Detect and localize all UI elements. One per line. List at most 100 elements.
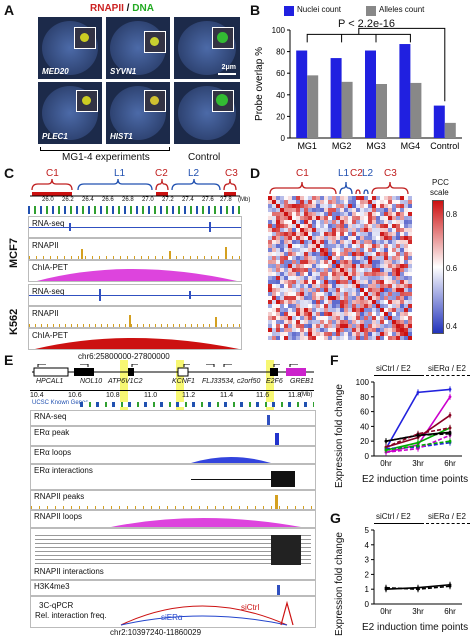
heatmap-cell bbox=[344, 300, 348, 304]
heatmap-cell bbox=[368, 304, 372, 308]
heatmap-cell bbox=[328, 284, 332, 288]
heatmap-cell bbox=[392, 220, 396, 224]
axis-tick-e-7: 11.8 bbox=[288, 392, 302, 399]
heatmap-cell bbox=[372, 260, 376, 264]
heatmap-cell bbox=[360, 208, 364, 212]
heatmap-cell bbox=[288, 324, 292, 328]
heatmap-cell bbox=[388, 336, 392, 340]
heatmap-cell bbox=[368, 308, 372, 312]
heatmap-cell bbox=[320, 248, 324, 252]
heatmap-cell bbox=[372, 304, 376, 308]
data-point bbox=[416, 433, 420, 437]
heatmap-cell bbox=[268, 320, 272, 324]
heatmap-cell bbox=[396, 244, 400, 248]
heatmap-cell bbox=[368, 260, 372, 264]
heatmap-cell bbox=[360, 284, 364, 288]
heatmap-cell bbox=[404, 212, 408, 216]
heatmap-cell bbox=[272, 272, 276, 276]
heatmap-cell bbox=[280, 324, 284, 328]
heatmap-cell bbox=[336, 296, 340, 300]
heatmap-cell bbox=[336, 204, 340, 208]
panel-d-brackets bbox=[269, 181, 409, 195]
heatmap-cell bbox=[376, 304, 380, 308]
pvalue-label: P < 2.2e-16 bbox=[338, 18, 395, 30]
axis-tick-c-2: 26.4 bbox=[82, 197, 94, 203]
heatmap-cell bbox=[356, 316, 360, 320]
heatmap-cell bbox=[344, 256, 348, 260]
heatmap-cell bbox=[388, 244, 392, 248]
inset-box bbox=[212, 90, 234, 112]
heatmap-cell bbox=[332, 296, 336, 300]
heatmap-cell bbox=[356, 228, 360, 232]
heatmap-cell bbox=[372, 324, 376, 328]
axis-tick-e-0: 10.4 bbox=[30, 392, 44, 399]
axis-tick-e-1: 10.6 bbox=[68, 392, 82, 399]
heatmap-cell bbox=[272, 284, 276, 288]
heatmap-cell bbox=[336, 260, 340, 264]
heatmap-cell bbox=[404, 220, 408, 224]
heatmap-cell bbox=[372, 200, 376, 204]
heatmap-cell bbox=[312, 224, 316, 228]
heatmap-cell bbox=[408, 240, 412, 244]
heatmap-cell bbox=[328, 216, 332, 220]
heatmap-cell bbox=[336, 292, 340, 296]
heatmap-cell bbox=[304, 244, 308, 248]
heatmap-cell bbox=[356, 236, 360, 240]
heatmap-cell bbox=[288, 268, 292, 272]
heatmap-cell bbox=[348, 260, 352, 264]
heatmap-cell bbox=[312, 312, 316, 316]
heatmap-cell bbox=[292, 264, 296, 268]
heatmap-cell bbox=[268, 240, 272, 244]
heatmap-cell bbox=[316, 328, 320, 332]
heatmap-cell bbox=[280, 296, 284, 300]
heatmap-cell bbox=[312, 320, 316, 324]
heatmap-cell bbox=[404, 276, 408, 280]
heatmap-cell bbox=[388, 224, 392, 228]
heatmap-cell bbox=[308, 260, 312, 264]
heatmap-cell bbox=[272, 228, 276, 232]
heatmap-cell bbox=[376, 272, 380, 276]
legend-g-sictrl-line bbox=[374, 523, 424, 525]
heatmap-cell bbox=[332, 232, 336, 236]
heatmap-cell bbox=[288, 292, 292, 296]
heatmap-cell bbox=[304, 332, 308, 336]
heatmap-cell bbox=[344, 260, 348, 264]
bar-nuclei bbox=[399, 44, 411, 138]
heatmap-cell bbox=[356, 284, 360, 288]
heatmap-cell bbox=[356, 320, 360, 324]
heatmap-cell bbox=[304, 200, 308, 204]
heatmap-cell bbox=[284, 332, 288, 336]
heatmap-cell bbox=[304, 236, 308, 240]
heatmap-cell bbox=[288, 252, 292, 256]
heatmap-cell bbox=[372, 312, 376, 316]
legend-g-sictrl: siCtrl / E2 bbox=[376, 512, 411, 521]
heatmap-cell bbox=[396, 320, 400, 324]
heatmap-cell bbox=[312, 336, 316, 340]
heatmap-cell bbox=[372, 220, 376, 224]
heatmap-cell bbox=[332, 332, 336, 336]
heatmap-cell bbox=[336, 312, 340, 316]
heatmap-cell bbox=[288, 316, 292, 320]
heatmap-cell bbox=[308, 252, 312, 256]
heatmap-cell bbox=[332, 204, 336, 208]
heatmap-cell bbox=[372, 196, 376, 200]
heatmap-cell bbox=[392, 240, 396, 244]
heatmap-cell bbox=[376, 256, 380, 260]
heatmap-cell bbox=[356, 244, 360, 248]
heatmap-cell bbox=[404, 328, 408, 332]
heatmap-cell bbox=[376, 268, 380, 272]
microscopy-control-bottom bbox=[174, 82, 240, 144]
heatmap-cell bbox=[280, 252, 284, 256]
heatmap-cell bbox=[324, 232, 328, 236]
heatmap-cell bbox=[304, 256, 308, 260]
heatmap-cell bbox=[364, 204, 368, 208]
heatmap-cell bbox=[336, 248, 340, 252]
heatmap-cell bbox=[396, 300, 400, 304]
scale-bar-label: 2μm bbox=[221, 64, 236, 71]
heatmap-cell bbox=[352, 280, 356, 284]
d-domain-c3: C3 bbox=[384, 168, 397, 179]
heatmap-cell bbox=[344, 252, 348, 256]
heatmap-cell bbox=[396, 272, 400, 276]
heatmap-cell bbox=[360, 228, 364, 232]
heatmap-cell bbox=[376, 220, 380, 224]
